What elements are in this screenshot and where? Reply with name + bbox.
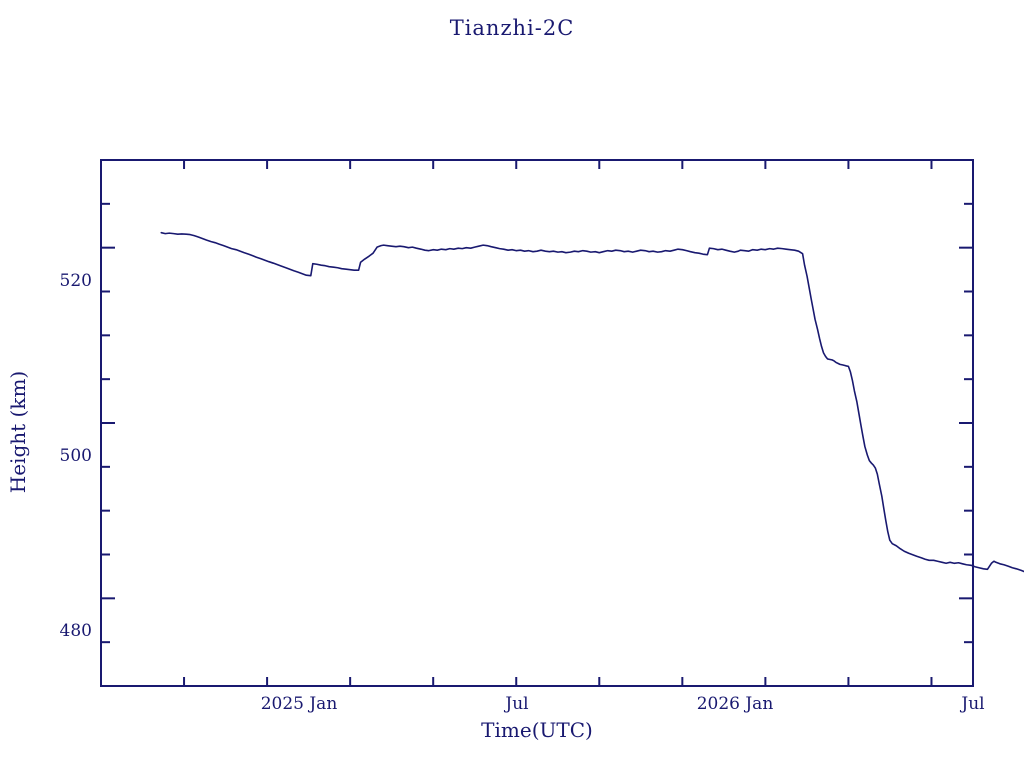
axis-ticks [100, 159, 973, 687]
plot-frame [100, 159, 974, 687]
y-tick-label-520: 520 [59, 271, 92, 291]
x-axis-title: Time(UTC) [481, 718, 593, 742]
x-tick-label-2026-jan: 2026 Jan [696, 694, 774, 714]
y-tick-label-500: 500 [59, 446, 92, 466]
y-tick-label-480: 480 [59, 621, 92, 641]
data-series-height [160, 231, 1024, 573]
x-tick-label-2025-jan: 2025 Jan [260, 694, 338, 714]
chart-title: Tianzhi-2C [449, 16, 575, 40]
x-tick-label-jul-2025: Jul [505, 694, 529, 714]
x-tick-label-jul-2026: Jul [961, 694, 985, 714]
